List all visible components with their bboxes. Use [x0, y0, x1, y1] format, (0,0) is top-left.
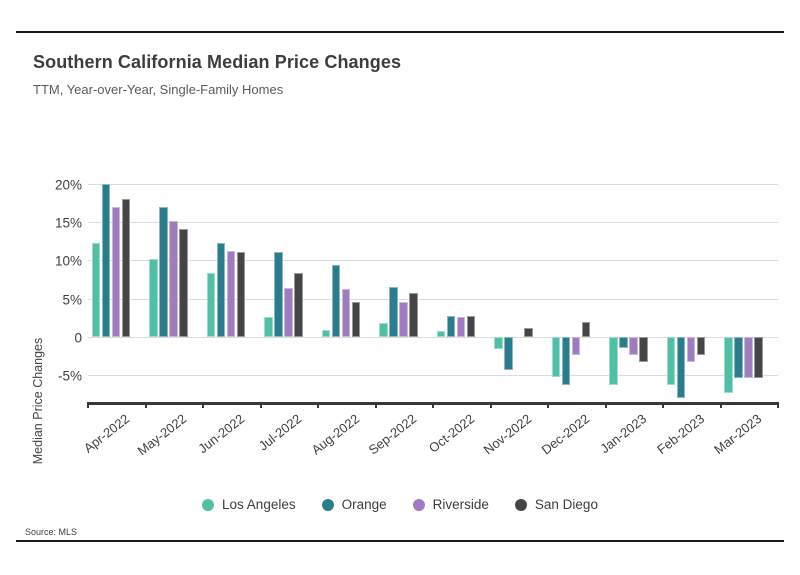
- x-axis-tick: [202, 402, 204, 408]
- bar: [686, 337, 695, 363]
- source-note: Source: MLS: [25, 527, 78, 537]
- median-price-bar-chart: Median Price Changes 20% 15% 10% 5% 0 -5% Apr-…: [0, 120, 800, 480]
- bar: [734, 337, 743, 379]
- x-axis-tick: [87, 402, 89, 408]
- bar: [609, 337, 618, 385]
- bar: [264, 317, 273, 337]
- bar: [284, 287, 293, 337]
- bar: [744, 337, 753, 378]
- bar: [206, 273, 215, 337]
- legend-item-riverside: Riverside: [412, 497, 489, 512]
- bar: [629, 337, 638, 356]
- legend-item-orange: Orange: [321, 497, 387, 512]
- x-axis-tick: [719, 402, 722, 408]
- bar: [179, 228, 188, 337]
- bar: [666, 337, 675, 386]
- x-axis-tick: [259, 402, 262, 408]
- x-axis-tick: [317, 402, 319, 408]
- legend-label: San Diego: [534, 497, 598, 512]
- legend-label: Orange: [341, 497, 387, 512]
- x-axis-tick: [374, 402, 377, 408]
- x-axis-tick: [489, 402, 492, 408]
- x-axis-tick: [432, 402, 434, 408]
- gridline: [88, 260, 778, 262]
- x-axis-tick: [604, 402, 607, 408]
- legend-label: Riverside: [432, 497, 489, 512]
- bar: [216, 243, 225, 337]
- y-tick-label: 5%: [62, 292, 82, 308]
- bar: [159, 206, 168, 337]
- bar: [619, 337, 628, 348]
- bar: [409, 293, 418, 337]
- gridline: [88, 298, 778, 300]
- bar: [341, 288, 350, 337]
- x-axis-tick: [547, 402, 549, 408]
- bottom-divider: [16, 540, 784, 542]
- legend-swatch-icon: [514, 498, 527, 511]
- y-tick-label: 0: [74, 330, 82, 346]
- y-tick-label: 10%: [54, 253, 82, 269]
- bar: [101, 184, 110, 337]
- bar: [724, 337, 733, 393]
- y-tick-label: 15%: [54, 215, 82, 231]
- y-tick-label: -5%: [57, 368, 82, 384]
- bar: [331, 264, 340, 337]
- bar: [456, 317, 465, 337]
- bar: [294, 273, 303, 337]
- bar: [504, 337, 513, 370]
- bar: [389, 287, 398, 337]
- chart-title: Southern California Median Price Changes: [33, 52, 402, 72]
- bar: [351, 301, 360, 337]
- bar: [561, 337, 570, 386]
- bar: [399, 301, 408, 337]
- gridline: [88, 183, 778, 185]
- legend-swatch-icon: [321, 498, 334, 511]
- y-axis-title: Median Price Changes: [31, 337, 45, 465]
- chart-subtitle: TTM, Year-over-Year, Single-Family Homes: [33, 82, 284, 97]
- bar: [571, 337, 580, 355]
- bar: [754, 337, 763, 379]
- legend-item-los-angeles: Los Angeles: [202, 497, 296, 512]
- bar: [321, 330, 330, 337]
- bar: [466, 316, 475, 337]
- bar: [581, 321, 590, 337]
- bar: [436, 330, 445, 337]
- bar: [226, 251, 235, 337]
- bar: [149, 258, 158, 337]
- bar: [169, 221, 178, 337]
- x-axis-tick: [144, 402, 147, 408]
- bar: [696, 337, 705, 356]
- bar: [91, 243, 100, 337]
- bar: [639, 337, 648, 363]
- legend-label: Los Angeles: [222, 497, 296, 512]
- x-axis-tick: [662, 402, 664, 408]
- bar: [236, 251, 245, 337]
- top-divider: [16, 31, 784, 33]
- legend-item-san-diego: San Diego: [514, 497, 598, 512]
- bar: [379, 323, 388, 337]
- legend: Los Angeles Orange Riverside San Diego: [0, 497, 800, 512]
- gridline: [88, 375, 778, 377]
- gridline: [88, 221, 778, 223]
- bar: [524, 327, 533, 337]
- y-tick-label: 20%: [54, 177, 82, 193]
- bar: [111, 206, 120, 337]
- bar: [676, 337, 685, 399]
- legend-swatch-icon: [412, 498, 425, 511]
- gridline: [88, 337, 778, 338]
- legend-swatch-icon: [202, 498, 215, 511]
- bar: [446, 316, 455, 337]
- x-axis-tick: [777, 402, 779, 408]
- bar: [121, 198, 130, 337]
- bar: [274, 251, 283, 337]
- bar: [551, 337, 560, 377]
- bar: [494, 337, 503, 349]
